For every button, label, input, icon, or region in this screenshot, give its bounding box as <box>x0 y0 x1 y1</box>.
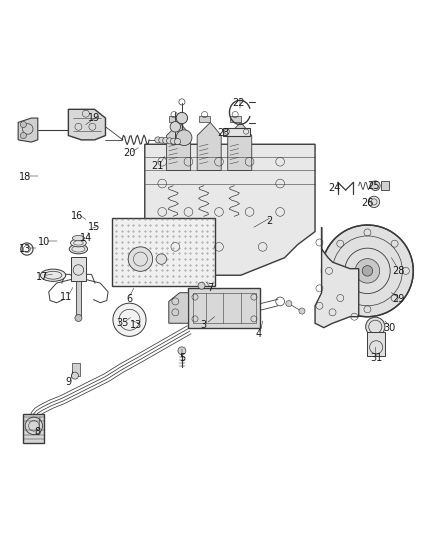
Circle shape <box>162 138 169 143</box>
Circle shape <box>156 254 166 264</box>
Text: 26: 26 <box>361 198 374 208</box>
Text: 11: 11 <box>60 292 72 302</box>
Polygon shape <box>197 123 221 171</box>
Bar <box>76 281 81 316</box>
Circle shape <box>299 308 305 314</box>
Text: 8: 8 <box>35 427 41 438</box>
Circle shape <box>170 138 177 144</box>
Circle shape <box>366 317 385 336</box>
Bar <box>223 128 250 135</box>
Text: 21: 21 <box>152 161 164 171</box>
Circle shape <box>355 259 380 283</box>
Circle shape <box>113 303 146 336</box>
Ellipse shape <box>69 244 88 254</box>
Text: 16: 16 <box>71 211 83 221</box>
Text: 20: 20 <box>124 148 136 158</box>
Text: 2: 2 <box>266 216 272 225</box>
Text: 17: 17 <box>36 272 48 282</box>
Text: 31: 31 <box>370 353 382 363</box>
Circle shape <box>75 314 82 321</box>
Bar <box>23 414 44 443</box>
Polygon shape <box>315 227 359 328</box>
Text: 9: 9 <box>65 377 71 387</box>
Text: 29: 29 <box>392 294 404 304</box>
Circle shape <box>155 137 161 143</box>
Circle shape <box>371 181 380 190</box>
Text: 18: 18 <box>18 172 31 182</box>
Circle shape <box>128 247 152 271</box>
Text: 14: 14 <box>80 233 92 243</box>
Text: 6: 6 <box>127 294 133 304</box>
Circle shape <box>174 139 180 144</box>
Polygon shape <box>145 144 315 275</box>
Circle shape <box>198 282 205 289</box>
Circle shape <box>166 138 173 144</box>
Text: 30: 30 <box>383 322 396 333</box>
Text: 13: 13 <box>130 320 142 330</box>
Text: 22: 22 <box>233 98 245 108</box>
Circle shape <box>321 225 413 317</box>
Polygon shape <box>228 123 252 171</box>
Ellipse shape <box>72 236 85 241</box>
Text: 19: 19 <box>88 113 101 123</box>
Circle shape <box>159 137 165 143</box>
Text: 13: 13 <box>18 244 31 254</box>
Bar <box>381 181 389 190</box>
Circle shape <box>286 301 292 306</box>
Text: 4: 4 <box>255 329 261 339</box>
Bar <box>71 257 86 281</box>
Bar <box>72 362 80 376</box>
Polygon shape <box>18 118 38 142</box>
Text: 15: 15 <box>88 222 101 232</box>
Circle shape <box>176 130 192 146</box>
Circle shape <box>71 372 78 379</box>
Bar <box>112 219 215 286</box>
Bar <box>193 293 256 323</box>
Text: 28: 28 <box>392 266 404 276</box>
Bar <box>367 332 385 356</box>
Ellipse shape <box>40 269 66 281</box>
Text: 10: 10 <box>38 238 50 247</box>
Circle shape <box>368 196 380 207</box>
Text: 25: 25 <box>368 181 380 191</box>
Text: 7: 7 <box>207 284 213 293</box>
Text: 24: 24 <box>328 183 341 193</box>
Text: 3: 3 <box>201 320 207 330</box>
Circle shape <box>20 133 26 139</box>
Circle shape <box>170 122 180 132</box>
Bar <box>230 116 241 123</box>
Circle shape <box>178 347 186 354</box>
Ellipse shape <box>71 239 86 247</box>
Bar <box>169 116 180 123</box>
Circle shape <box>362 265 373 276</box>
Bar <box>188 288 261 328</box>
Polygon shape <box>166 123 191 171</box>
Bar <box>199 116 210 123</box>
Polygon shape <box>68 109 106 140</box>
Text: 5: 5 <box>179 353 185 363</box>
Text: 23: 23 <box>217 128 230 139</box>
Polygon shape <box>169 293 188 323</box>
Circle shape <box>20 122 26 128</box>
Text: 35: 35 <box>117 318 129 328</box>
Circle shape <box>176 112 187 124</box>
